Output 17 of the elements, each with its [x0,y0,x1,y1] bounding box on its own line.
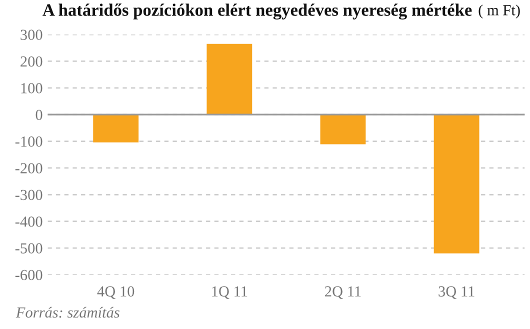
y-tick-label: 0 [36,110,42,120]
y-tick-label: -300 [15,190,42,200]
y-tick-label: -200 [15,163,42,174]
y-tick-label: 300 [20,30,42,40]
x-tick-label: 3Q 11 [438,286,474,299]
x-tick-label: 4Q 10 [97,286,134,299]
y-tick-label: -400 [15,216,42,227]
y-tick-label: -600 [15,270,42,280]
chart-subtitle: ( m Ft) [478,4,520,18]
y-tick-label: -500 [15,243,42,254]
text: Forrás: számítás [16,306,120,318]
y-tick-label: 200 [20,56,42,67]
chart-title: A határidős pozíciókon elért negyedéves nyereség mértéke [42,3,472,20]
y-tick-label: 100 [21,83,42,94]
x-tick-label: 1Q 11 [212,286,248,299]
y-tick-label: -100 [15,136,42,147]
x-tick-label: 2Q 11 [325,286,361,299]
